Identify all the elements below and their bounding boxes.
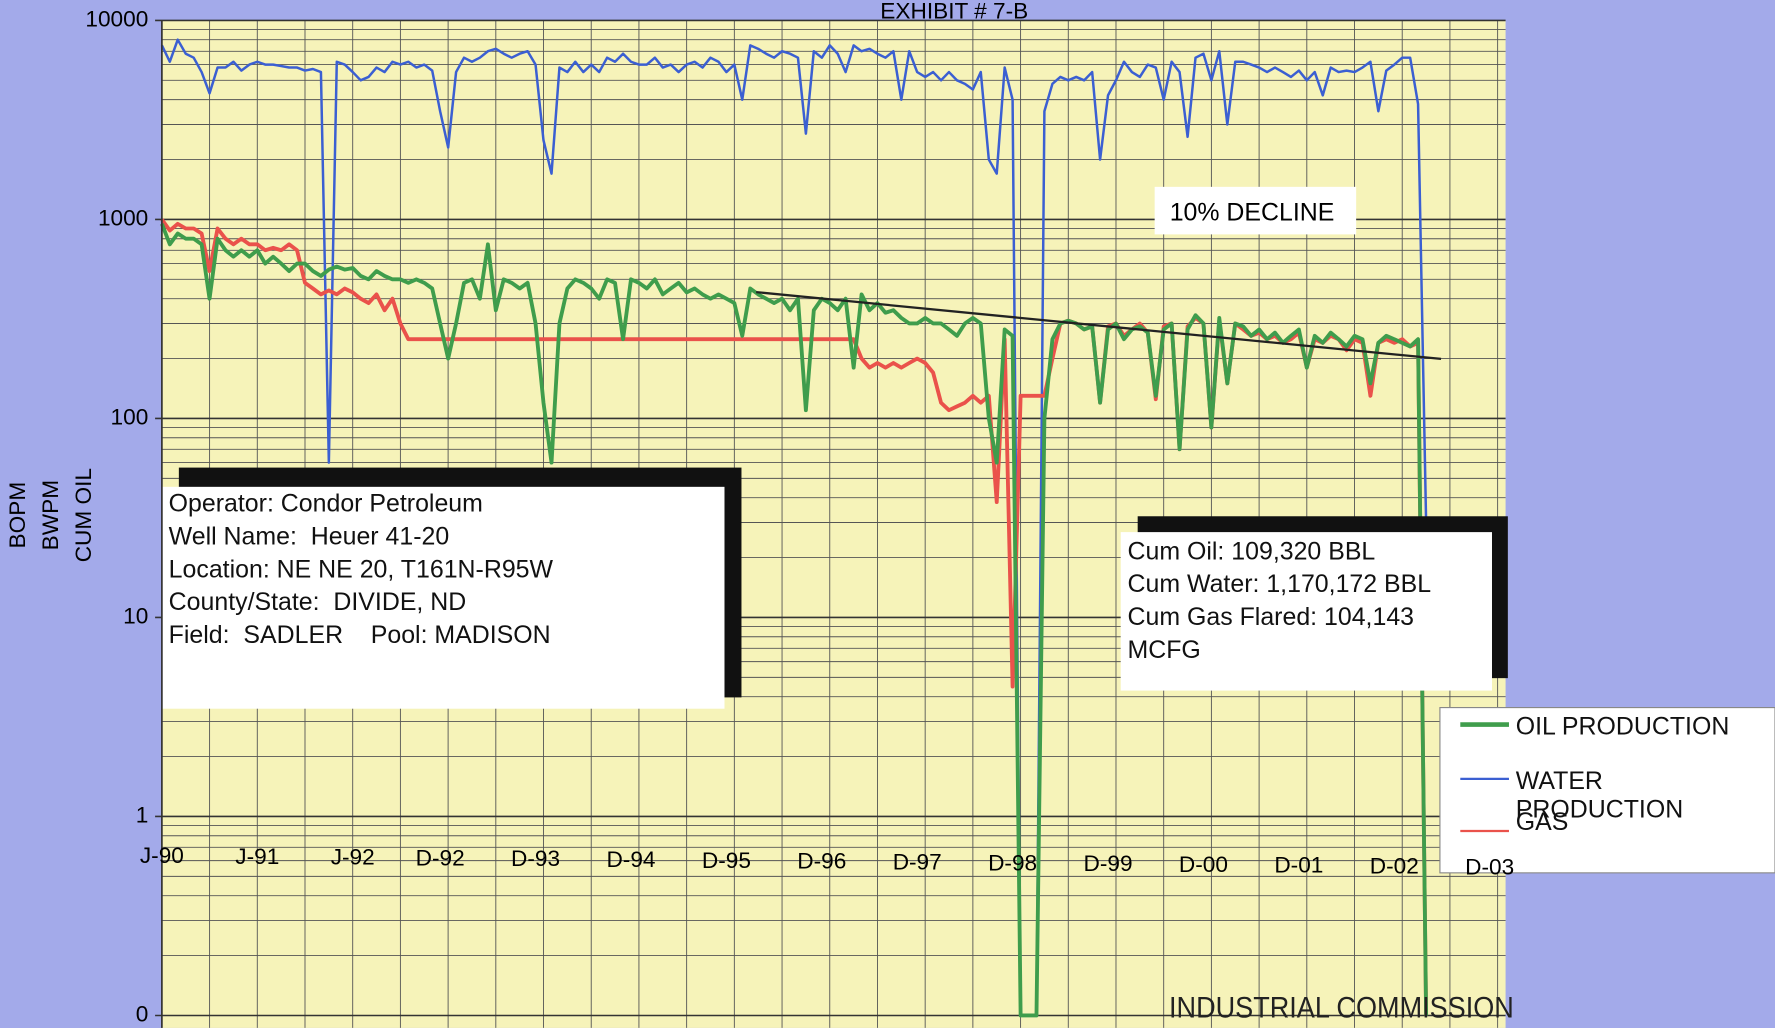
legend-box: [1439, 707, 1775, 874]
info-lines: Operator: Condor Petroleum Well Name: Heu…: [162, 487, 725, 651]
decline-trend-line: [756, 290, 1442, 361]
cum-lines: Cum Oil: 109,320 BBL Cum Water: 1,170,172…: [1121, 534, 1461, 665]
info-line: Operator: Condor Petroleum: [168, 489, 483, 518]
chart-title: EXHIBIT # 7-B: [880, 0, 1028, 24]
y-axis-label: CUM OIL: [71, 468, 96, 562]
info-box: [161, 486, 725, 709]
x-tick-label: D-02: [1370, 854, 1419, 879]
y-tick-label: 1000: [98, 205, 148, 230]
x-tick-label: D-94: [606, 847, 655, 872]
cum-line: Cum Oil: 109,320 BBL: [1127, 536, 1376, 565]
x-tick-label: D-99: [1084, 851, 1133, 876]
y-tick-label: 100: [111, 404, 149, 429]
cum-text: Cum Oil: 109,320 BBL Cum Water: 1,170,172…: [1121, 534, 1461, 665]
y-tick-label: 10000: [85, 6, 148, 31]
decline-box: [1154, 186, 1357, 235]
x-tick-label: D-01: [1274, 853, 1323, 878]
series-line: [160, 38, 1428, 1017]
y-tick-label: 0: [136, 1001, 149, 1026]
info-text: Operator: Condor Petroleum Well Name: Heu…: [162, 487, 725, 651]
info-line: County/State: DIVIDE, ND: [168, 587, 467, 616]
footer: INDUSTRIAL COMMISSION: [1169, 991, 1514, 1024]
legend-entry: GAS PRODUCTION: [1515, 807, 1683, 839]
legend-label: WATER PRODUCTION: [1515, 766, 1684, 824]
y-axis-label: BWPM: [38, 480, 63, 550]
x-tick-label: D-93: [511, 846, 560, 871]
info-line: Field: SADLER Pool: MADISON: [168, 620, 551, 649]
series-line: [160, 223, 1429, 1018]
legend-label: GAS PRODUCTION: [1515, 807, 1683, 839]
x-tick-label: J-92: [331, 845, 375, 870]
x-tick-label: D-95: [702, 848, 751, 873]
x-tick-label: D-00: [1179, 852, 1228, 877]
decline-label: 10% DECLINE: [1170, 199, 1335, 227]
y-tick-label: 1: [136, 802, 149, 827]
cum-line: Cum Gas Flared: 104,143 MCFG: [1127, 602, 1421, 664]
y-axis-label: BOPM: [5, 482, 30, 549]
x-tick-label: D-97: [893, 849, 942, 874]
x-tick-label: J-91: [235, 844, 279, 869]
legend-label: OIL PRODUCTION: [1515, 712, 1730, 741]
x-tick-label: D-92: [416, 845, 465, 870]
x-tick-label: J-90: [140, 843, 184, 868]
legend-entry: WATER PRODUCTION: [1515, 766, 1684, 824]
cum-line: Cum Water: 1,170,172 BBL: [1127, 569, 1432, 598]
x-tick-label: D-98: [988, 850, 1037, 875]
x-tick-label: D-03: [1465, 854, 1514, 879]
cum-box: [1120, 532, 1492, 691]
x-tick-label: D-96: [797, 849, 846, 874]
info-line: Location: NE NE 20, T161N-R95W: [168, 554, 554, 584]
y-tick-label: 10: [123, 603, 148, 628]
legend-entry: OIL PRODUCTION: [1515, 712, 1730, 741]
info-line: Well Name: Heuer 41-20: [168, 521, 450, 551]
